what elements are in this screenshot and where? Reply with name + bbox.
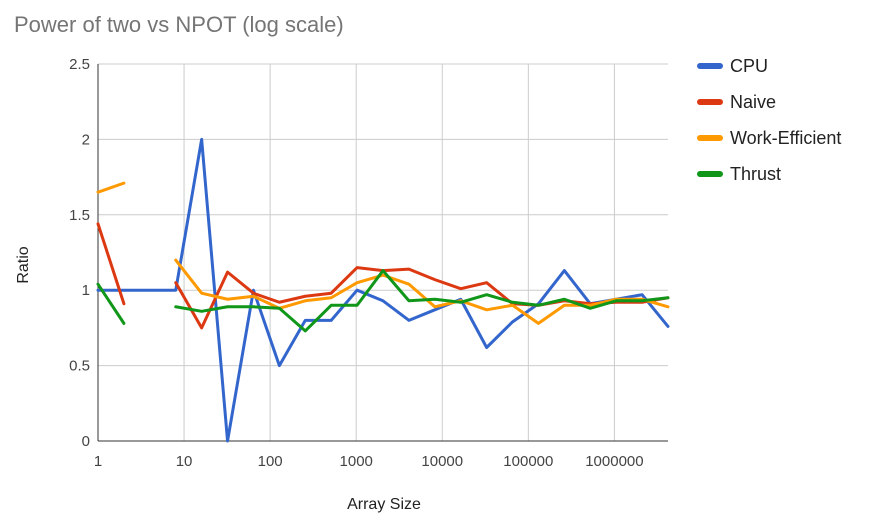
x-tick-label: 1000 [340,453,373,470]
series-line-thrust [96,282,126,325]
series-line-thrust [174,269,670,333]
legend-item-work-efficient: Work-Efficient [697,128,841,148]
x-tick-label: 100 [258,453,283,470]
legend-label: CPU [730,56,768,76]
series-line-work-efficient [96,181,126,194]
legend-item-cpu: CPU [697,56,768,76]
series-cpu [96,137,670,443]
series-line-naive [96,222,126,306]
y-tick-label: 2 [82,131,90,148]
y-tick-label: 2.5 [69,56,90,73]
legend-label: Work-Efficient [730,128,841,148]
legend-label: Thrust [730,164,781,184]
x-tick-label: 10 [176,453,193,470]
x-tick-label: 1 [94,453,102,470]
series-line-naive [174,266,670,330]
y-tick-label: 0 [82,433,90,450]
x-tick-label: 10000 [421,453,463,470]
y-axis-title: Ratio [15,246,32,283]
grid [98,63,668,441]
series-line-cpu [96,137,670,443]
legend: CPU Naive Work-Efficient Thrust [697,56,841,184]
x-tick-label: 1000000 [585,453,643,470]
y-tick-label: 1.5 [69,207,90,224]
legend-item-thrust: Thrust [697,164,781,184]
y-tick-label: 0.5 [69,358,90,375]
y-tick-label: 1 [82,282,90,299]
series [96,137,670,443]
legend-item-naive: Naive [697,92,776,112]
series-thrust [96,269,670,333]
legend-label: Naive [730,92,776,112]
x-axis-ticks: 1 10 100 1000 10000 100000 1000000 [94,453,644,470]
x-axis-title: Array Size [347,496,421,513]
y-axis-ticks: 0 0.5 1 1.5 2 2.5 [69,56,90,450]
x-tick-label: 100000 [503,453,553,470]
chart-title: Power of two vs NPOT (log scale) [14,12,344,37]
series-naive [96,222,670,330]
